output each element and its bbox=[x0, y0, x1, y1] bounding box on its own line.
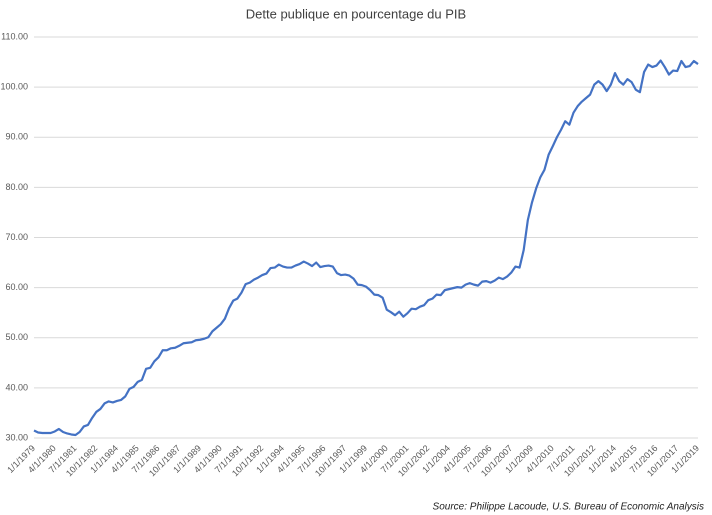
y-tick-label: 40.00 bbox=[5, 382, 28, 392]
y-tick-label: 70.00 bbox=[5, 232, 28, 242]
y-tick-label: 80.00 bbox=[5, 182, 28, 192]
y-tick-label: 110.00 bbox=[1, 31, 28, 41]
y-tick-label: 90.00 bbox=[5, 132, 28, 142]
y-tick-label: 100.00 bbox=[0, 82, 28, 92]
source-note: Source: Philippe Lacoude, U.S. Bureau of… bbox=[433, 502, 704, 513]
y-tick-label: 30.00 bbox=[5, 432, 28, 442]
y-tick-label: 60.00 bbox=[5, 282, 28, 292]
y-tick-label: 50.00 bbox=[5, 332, 28, 342]
data-line bbox=[33, 59, 699, 437]
chart-title: Dette publique en pourcentage du PIB bbox=[246, 6, 466, 21]
